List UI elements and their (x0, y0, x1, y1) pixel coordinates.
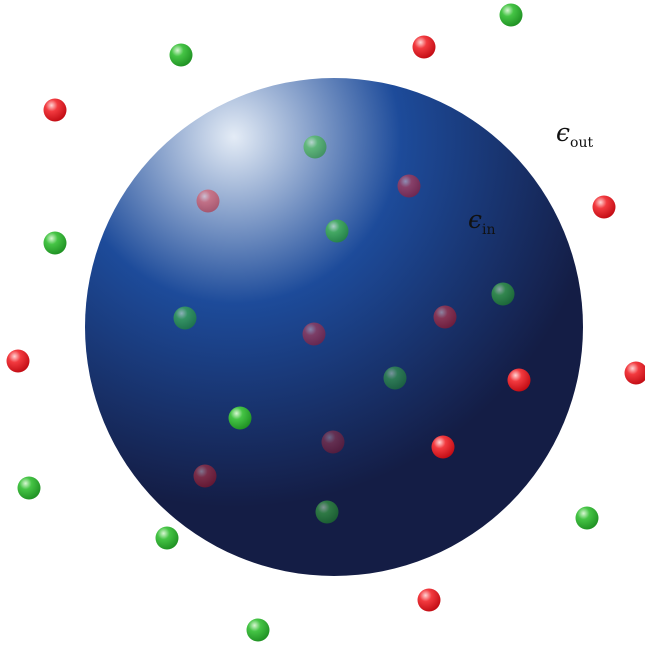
ion-inside-green (228, 406, 252, 430)
ion-outside-red (624, 361, 645, 385)
ion-outside-red (592, 195, 616, 219)
ion-outside-red (43, 98, 67, 122)
ion-inside-green (303, 135, 327, 159)
dielectric-sphere (85, 78, 583, 576)
ion-inside-red (397, 174, 421, 198)
ion-inside-green (315, 500, 339, 524)
ion-outside-green (155, 526, 179, 550)
ion-inside-green (491, 282, 515, 306)
ion-outside-red (6, 349, 30, 373)
ion-inside-red (433, 305, 457, 329)
ion-inside-red (431, 435, 455, 459)
ion-inside-red (196, 189, 220, 213)
ion-outside-red (412, 35, 436, 59)
ion-outside-green (499, 3, 523, 27)
ion-outside-green (246, 618, 270, 642)
ion-inside-green (325, 219, 349, 243)
ion-inside-green (173, 306, 197, 330)
epsilon-in-label: ϵin (468, 205, 496, 238)
ion-outside-green (17, 476, 41, 500)
ion-inside-red (302, 322, 326, 346)
ion-outside-red (417, 588, 441, 612)
ions-inside-sphere (173, 135, 531, 524)
ion-inside-red (193, 464, 217, 488)
ion-inside-green (383, 366, 407, 390)
epsilon-out-label: ϵout (556, 118, 593, 151)
ion-inside-red (321, 430, 345, 454)
ion-outside-green (43, 231, 67, 255)
ion-inside-red (507, 368, 531, 392)
ion-outside-green (575, 506, 599, 530)
ion-outside-green (169, 43, 193, 67)
ions-outside-sphere (6, 3, 645, 642)
